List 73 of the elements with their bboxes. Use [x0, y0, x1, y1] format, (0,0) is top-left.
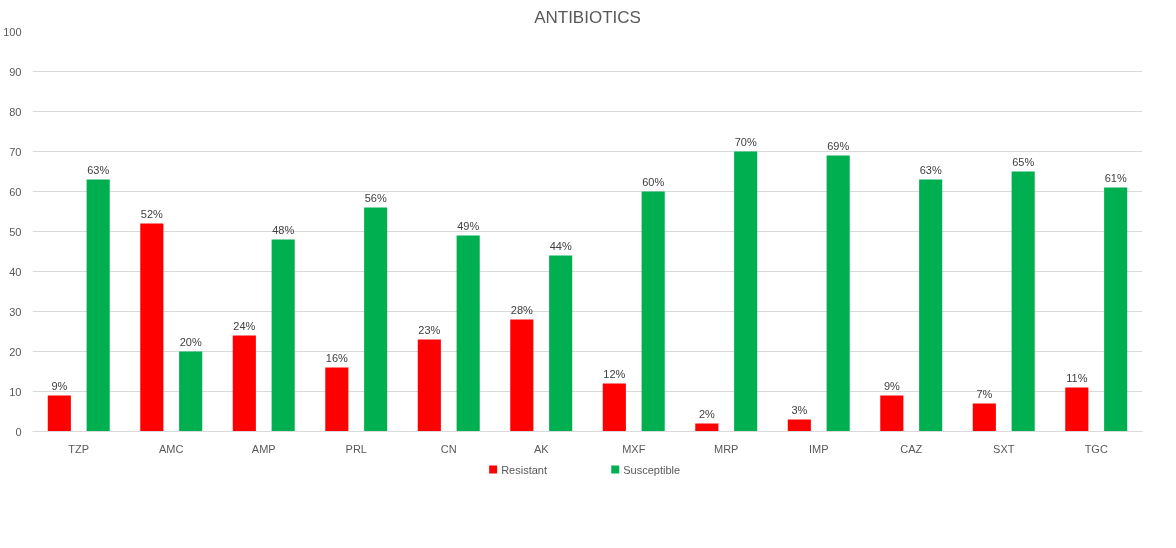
y-tick-label: 70: [9, 145, 22, 158]
data-label: 65%: [1012, 155, 1035, 168]
bar: [232, 335, 256, 432]
y-tick-label: 20: [9, 345, 22, 358]
y-tick-label: 50: [9, 225, 22, 238]
y-tick-label: 60: [9, 185, 22, 198]
chart-title: ANTIBIOTICS: [534, 7, 641, 27]
data-label: 16%: [325, 351, 349, 364]
bar: [456, 235, 480, 432]
data-label: 69%: [827, 139, 850, 152]
x-tick-label: AK: [533, 442, 550, 455]
bar: [972, 403, 996, 432]
data-label: 49%: [457, 219, 480, 232]
bar: [86, 179, 110, 432]
bar: [325, 367, 349, 432]
bar: [787, 419, 811, 432]
x-tick-label: MXF: [622, 442, 646, 455]
data-label: 23%: [418, 323, 441, 336]
y-tick-label: 100: [3, 25, 22, 38]
data-label: 70%: [734, 135, 757, 148]
data-label: 63%: [87, 163, 110, 176]
x-tick-label: CN: [440, 442, 457, 455]
x-tick-label: PRL: [345, 442, 367, 455]
data-label: 28%: [510, 303, 534, 316]
data-label: 3%: [791, 403, 808, 416]
bar: [47, 395, 71, 432]
bar: [919, 179, 943, 432]
bar: [417, 339, 441, 432]
y-tick-label: 80: [9, 105, 22, 118]
bar: [364, 207, 388, 432]
data-label: 9%: [883, 379, 900, 392]
bar: [140, 223, 164, 432]
data-label: 7%: [976, 387, 993, 400]
x-tick-label: SXT: [993, 442, 1015, 455]
y-tick-label: 90: [9, 65, 22, 78]
bar: [271, 239, 295, 432]
x-tick-label: IMP: [808, 442, 829, 455]
data-label: 2%: [698, 407, 715, 420]
data-label: 12%: [603, 367, 626, 380]
x-tick-label: CAZ: [900, 442, 923, 455]
data-label: 63%: [919, 163, 942, 176]
data-label: 44%: [549, 239, 572, 252]
data-label: 24%: [233, 319, 256, 332]
bar: [880, 395, 904, 432]
bar: [826, 155, 850, 432]
bar: [602, 383, 626, 432]
bar: [1104, 187, 1128, 432]
x-tick-label: AMP: [251, 442, 276, 455]
y-tick-label: 10: [9, 385, 22, 398]
y-tick-label: 0: [15, 425, 22, 438]
data-label: 9%: [51, 379, 68, 392]
data-label: 20%: [179, 335, 202, 348]
x-tick-label: TGC: [1084, 442, 1108, 455]
bar: [641, 191, 665, 432]
y-tick-label: 30: [9, 305, 22, 318]
data-label: 11%: [1066, 371, 1088, 384]
bar: [1065, 387, 1089, 432]
y-tick-label: 40: [9, 265, 22, 278]
data-label: 56%: [364, 191, 387, 204]
bar: [179, 351, 203, 432]
bar: [549, 255, 573, 432]
data-label: 60%: [642, 175, 665, 188]
bar: [1011, 171, 1035, 432]
data-label: 52%: [140, 207, 164, 220]
legend-label: Susceptible: [623, 463, 681, 476]
bar: [734, 151, 758, 432]
x-tick-label: AMC: [159, 442, 184, 455]
bar: [510, 319, 534, 432]
x-tick-label: MRP: [714, 442, 739, 455]
legend-label: Resistant: [501, 463, 548, 476]
data-label: 61%: [1104, 171, 1127, 184]
x-tick-label: TZP: [68, 442, 90, 455]
data-label: 48%: [272, 223, 295, 236]
